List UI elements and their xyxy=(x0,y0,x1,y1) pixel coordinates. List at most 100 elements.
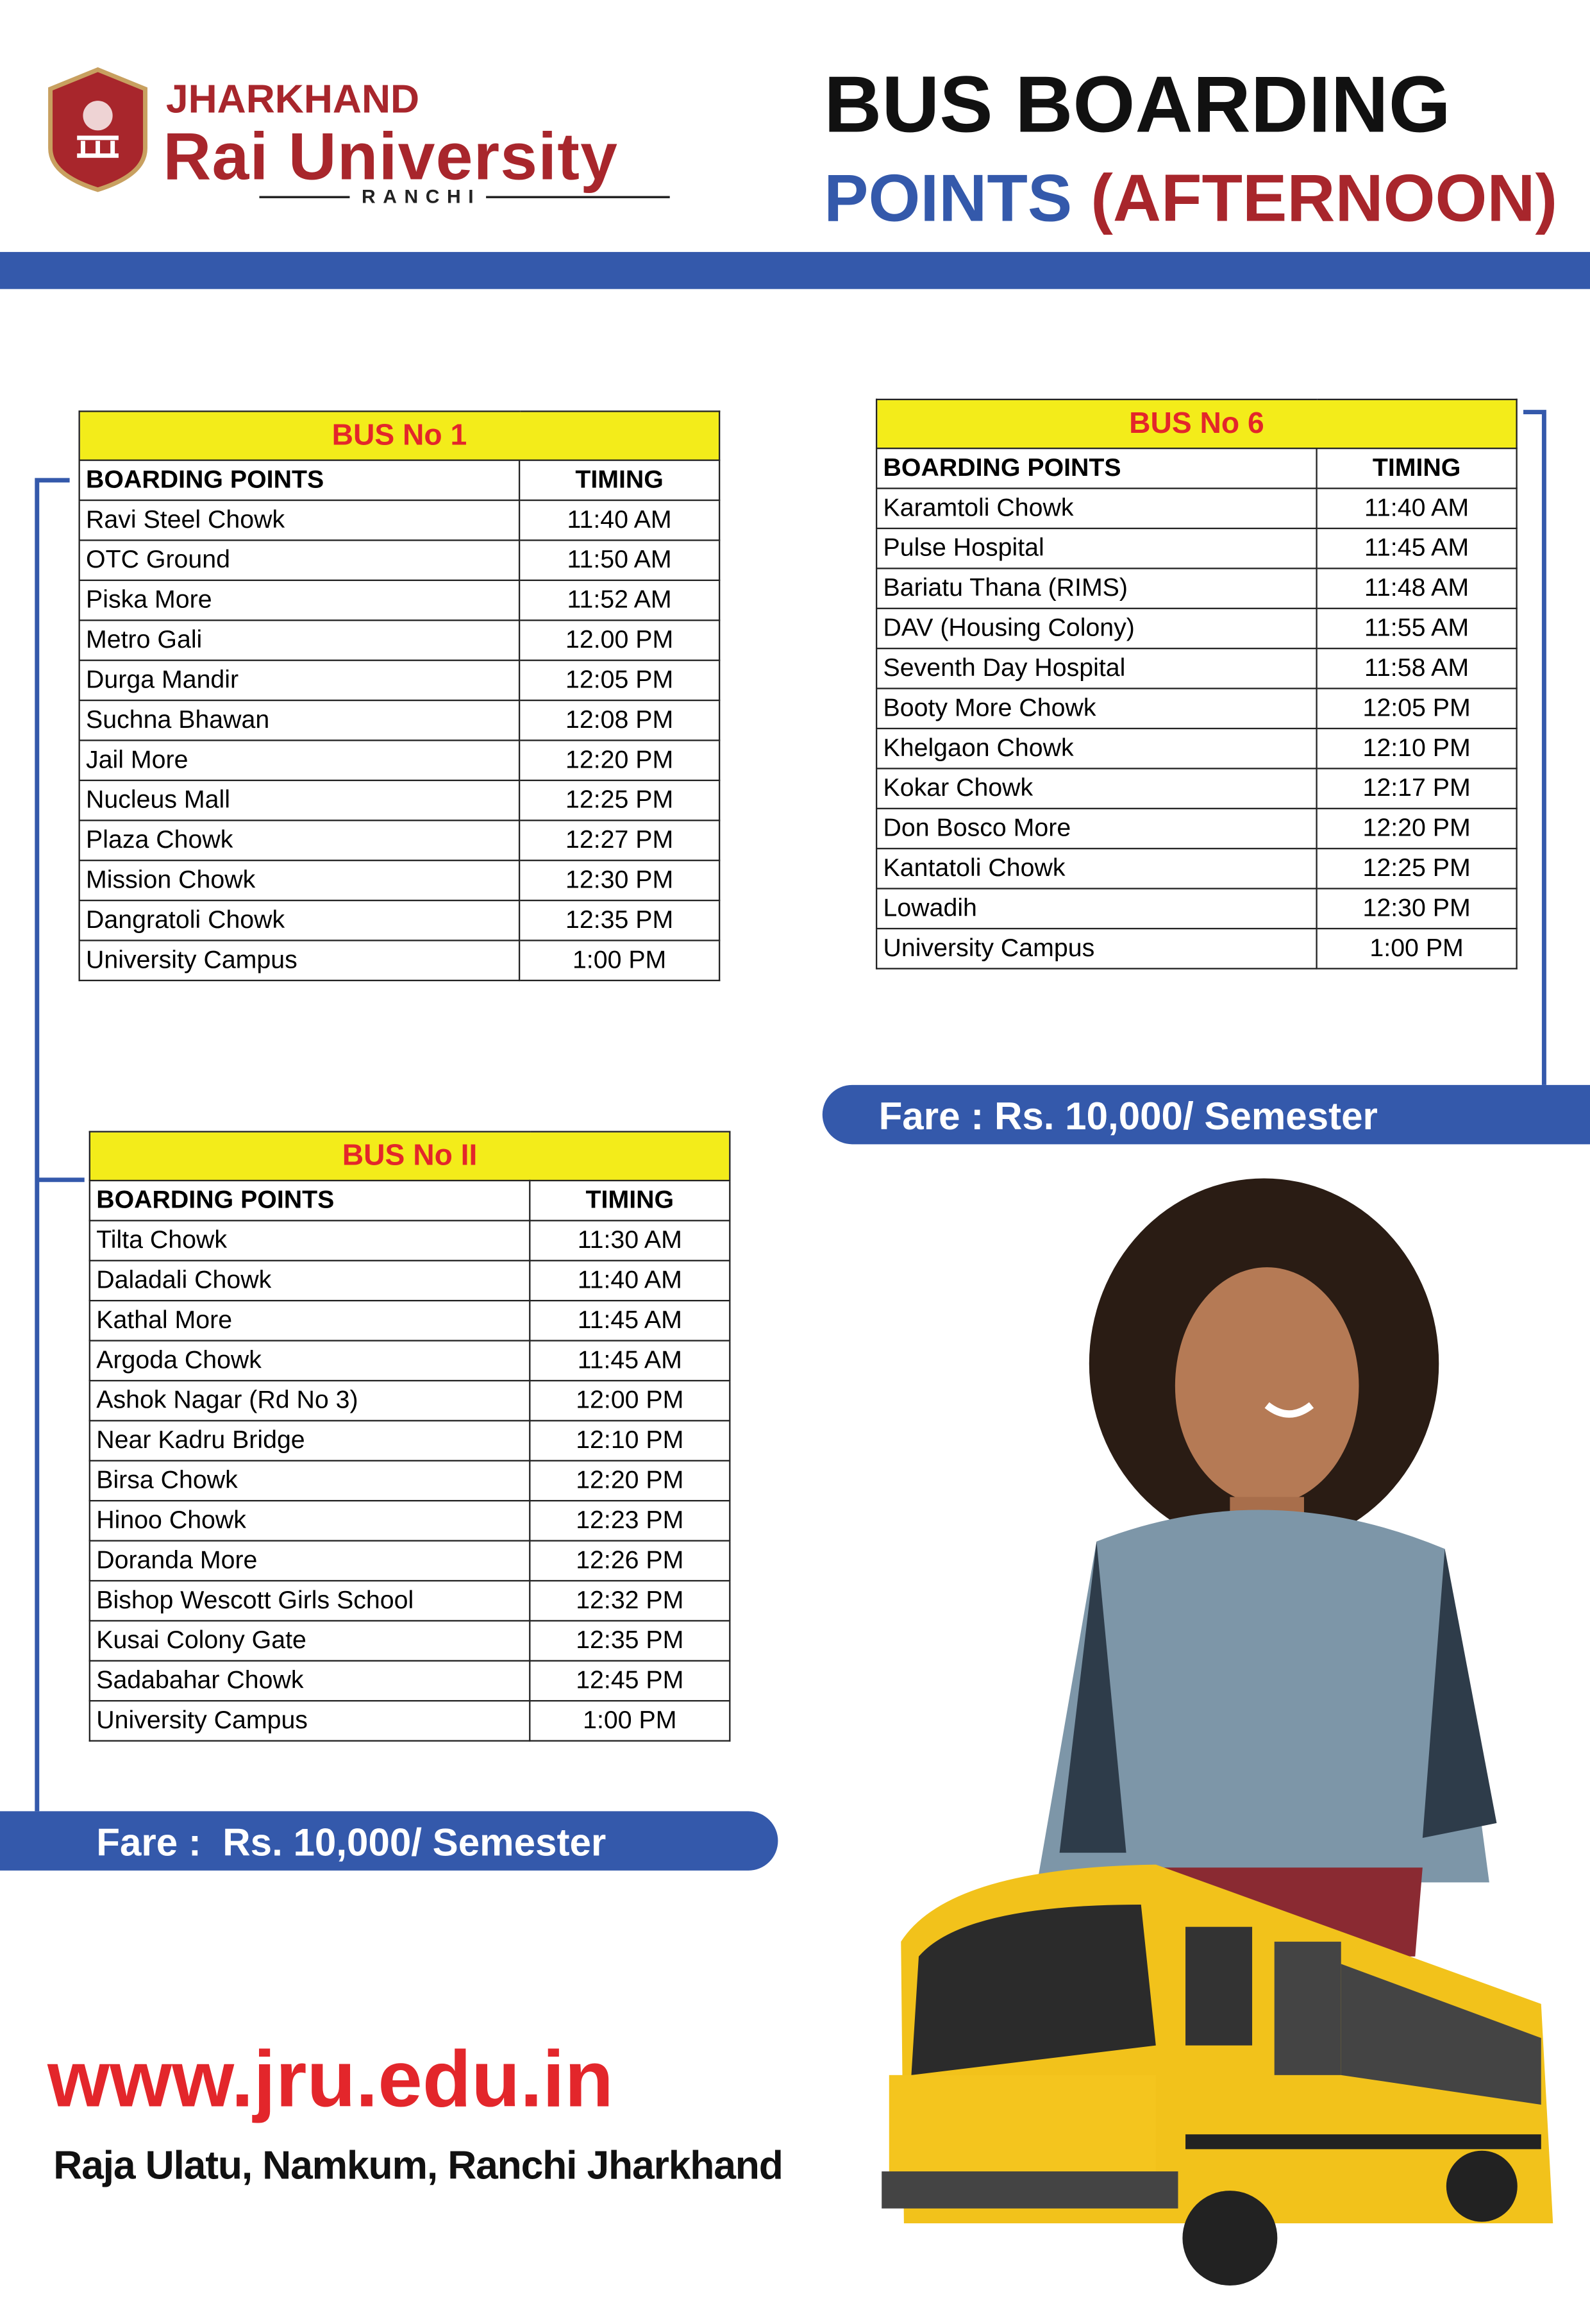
header-row: BOARDING POINTS TIMING xyxy=(78,459,721,501)
logo-icon xyxy=(77,135,119,158)
fare-bus-2: Fare : Rs. 10,000/ Semester xyxy=(0,1811,778,1871)
table-row: Kusai Colony Gate 12:35 PM xyxy=(88,1620,731,1662)
boarding-point: Dangratoli Chowk xyxy=(78,899,521,941)
boarding-point: Nucleus Mall xyxy=(78,779,521,821)
student-illustration xyxy=(1037,1178,1497,1957)
timing: 12:10 PM xyxy=(1316,727,1518,770)
title-row: BUS No 6 xyxy=(875,398,1518,450)
table-row: OTC Ground 11:50 AM xyxy=(78,539,721,582)
table-row: Ashok Nagar (Rd No 3) 12:00 PM xyxy=(88,1379,731,1422)
timing: 12:30 PM xyxy=(1316,888,1518,930)
timing: 11:30 AM xyxy=(529,1220,731,1261)
timing: 12:08 PM xyxy=(518,699,721,741)
boarding-point: Hinoo Chowk xyxy=(88,1500,531,1542)
column-header: TIMING xyxy=(529,1179,731,1222)
table-row: Daladali Chowk 11:40 AM xyxy=(88,1259,731,1302)
timing: 11:55 AM xyxy=(1316,607,1518,650)
timing: 11:45 AM xyxy=(529,1300,731,1342)
boarding-point: Seventh Day Hospital xyxy=(875,648,1318,689)
boarding-point: Suchna Bhawan xyxy=(78,699,521,741)
boarding-point: Ravi Steel Chowk xyxy=(78,499,521,541)
table-row: Durga Mandir 12:05 PM xyxy=(78,659,721,702)
boarding-point: DAV (Housing Colony) xyxy=(875,607,1318,650)
boarding-point: Piska More xyxy=(78,579,521,621)
boarding-point: Durga Mandir xyxy=(78,659,521,702)
timing: 11:48 AM xyxy=(1316,568,1518,609)
boarding-point: Kusai Colony Gate xyxy=(88,1620,531,1662)
column-header: BOARDING POINTS xyxy=(88,1179,531,1222)
table-row: Bishop Wescott Girls School 12:32 PM xyxy=(88,1579,731,1622)
table-row: Argoda Chowk 11:45 AM xyxy=(88,1340,731,1382)
boarding-point: Kantatoli Chowk xyxy=(875,848,1318,889)
boarding-point: Sadabahar Chowk xyxy=(88,1660,531,1702)
table-row: University Campus 1:00 PM xyxy=(78,939,721,982)
bracket xyxy=(35,478,85,1812)
timing: 11:40 AM xyxy=(529,1259,731,1302)
header-bar xyxy=(0,251,1590,289)
brand-city: RANCHI xyxy=(361,185,481,208)
timing: 12:05 PM xyxy=(1316,687,1518,730)
timing: 12:20 PM xyxy=(529,1460,731,1502)
title-suffix: (AFTERNOON) xyxy=(1091,160,1558,236)
table-row: Booty More Chowk 12:05 PM xyxy=(875,687,1518,730)
timing: 12:20 PM xyxy=(1316,807,1518,850)
timing: 12:17 PM xyxy=(1316,768,1518,809)
logo-flame xyxy=(83,101,113,131)
boarding-point: Ashok Nagar (Rd No 3) xyxy=(88,1379,531,1422)
header-row: BOARDING POINTS TIMING xyxy=(875,448,1518,489)
timing: 12:10 PM xyxy=(529,1420,731,1461)
table-row: Doranda More 12:26 PM xyxy=(88,1540,731,1582)
boarding-point: Karamtoli Chowk xyxy=(875,487,1318,530)
table-row: Kokar Chowk 12:17 PM xyxy=(875,768,1518,809)
table-row: Don Bosco More 12:20 PM xyxy=(875,807,1518,850)
table-row: Kantatoli Chowk 12:25 PM xyxy=(875,848,1518,889)
timing: 11:40 AM xyxy=(1316,487,1518,530)
table-row: Near Kadru Bridge 12:10 PM xyxy=(88,1420,731,1461)
boarding-point: Khelgaon Chowk xyxy=(875,727,1318,770)
timing: 12:30 PM xyxy=(518,859,721,902)
table-row: Lowadih 12:30 PM xyxy=(875,888,1518,930)
timing: 11:40 AM xyxy=(518,499,721,541)
table-row: Jail More 12:20 PM xyxy=(78,739,721,782)
timing: 12:27 PM xyxy=(518,820,721,861)
title-row: BUS No 1 xyxy=(78,410,721,461)
timing: 1:00 PM xyxy=(1316,927,1518,970)
bus-table: BUS No 1 BOARDING POINTS TIMING Ravi Steel … xyxy=(78,410,721,982)
title-line1: BUS BOARDING xyxy=(824,60,1451,150)
timing: 12:00 PM xyxy=(529,1379,731,1422)
boarding-point: University Campus xyxy=(78,939,521,982)
timing: 11:52 AM xyxy=(518,579,721,621)
address: Raja Ulatu, Namkum, Ranchi Jharkhand xyxy=(53,2143,783,2188)
bracket xyxy=(1523,410,1546,1085)
table-title: BUS No 6 xyxy=(875,398,1518,450)
timing: 12:35 PM xyxy=(518,899,721,941)
column-header: BOARDING POINTS xyxy=(78,459,521,501)
table-row: Piska More 11:52 AM xyxy=(78,579,721,621)
timing: 12:25 PM xyxy=(1316,848,1518,889)
boarding-point: Jail More xyxy=(78,739,521,782)
timing: 12:25 PM xyxy=(518,779,721,821)
boarding-point: Plaza Chowk xyxy=(78,820,521,861)
timing: 1:00 PM xyxy=(518,939,721,982)
timing: 12:35 PM xyxy=(529,1620,731,1662)
bus-illustration xyxy=(882,1864,1553,2286)
boarding-point: Pulse Hospital xyxy=(875,527,1318,569)
table-row: DAV (Housing Colony) 11:55 AM xyxy=(875,607,1518,650)
table-row: University Campus 1:00 PM xyxy=(88,1700,731,1742)
timing: 11:58 AM xyxy=(1316,648,1518,689)
table-row: Dangratoli Chowk 12:35 PM xyxy=(78,899,721,941)
boarding-point: Kokar Chowk xyxy=(875,768,1318,809)
brand-top: JHARKHAND xyxy=(165,77,420,122)
timing: 12:05 PM xyxy=(518,659,721,702)
table-row: Karamtoli Chowk 11:40 AM xyxy=(875,487,1518,530)
title-points: POINTS xyxy=(824,160,1073,236)
table-row: Nucleus Mall 12:25 PM xyxy=(78,779,721,821)
fare-bus-6: Fare : Rs. 10,000/ Semester xyxy=(822,1084,1590,1145)
timing: 12:45 PM xyxy=(529,1660,731,1702)
timing: 11:50 AM xyxy=(518,539,721,582)
table-row: Khelgaon Chowk 12:10 PM xyxy=(875,727,1518,770)
table-row: Pulse Hospital 11:45 AM xyxy=(875,527,1518,569)
boarding-point: Daladali Chowk xyxy=(88,1259,531,1302)
